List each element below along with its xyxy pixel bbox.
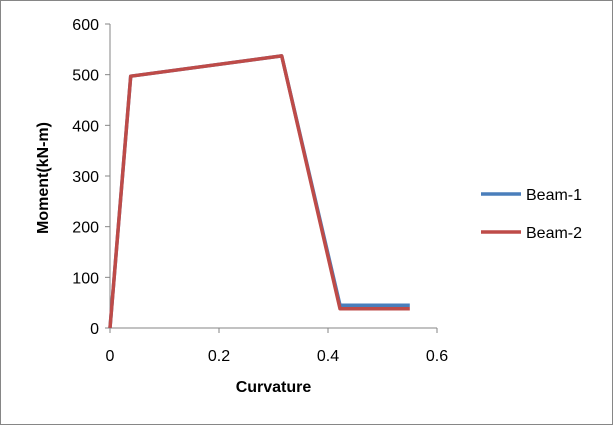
x-ticks: 0 0.2 0.4 0.6 [106, 328, 448, 365]
y-tick-label: 0 [90, 321, 99, 338]
y-tick-label: 600 [72, 17, 99, 34]
x-tick-label: 0.4 [317, 348, 339, 365]
y-tick-label: 200 [72, 220, 99, 237]
y-axis-title: Moment(kN-m) [35, 122, 52, 234]
y-tick-label: 300 [72, 169, 99, 186]
series-line-beam-2 [108, 54, 410, 329]
y-tick-label: 100 [72, 270, 99, 287]
x-tick-label: 0.2 [208, 348, 230, 365]
legend-label: Beam-2 [526, 225, 582, 242]
legend-label: Beam-1 [526, 187, 582, 204]
y-tick-label: 400 [72, 118, 99, 135]
x-tick-label: 0.6 [426, 348, 448, 365]
legend: Beam-1 Beam-2 [481, 187, 582, 242]
x-tick-label: 0 [106, 348, 115, 365]
x-axis-title: Curvature [236, 379, 312, 396]
y-tick-label: 500 [72, 68, 99, 85]
y-ticks: 0 100 200 300 400 500 600 [72, 17, 110, 338]
axes: 0 100 200 300 400 500 600 0 0.2 0.4 0.6 [72, 17, 448, 365]
series-line-beam-1 [108, 54, 410, 329]
series-layer [108, 54, 410, 329]
